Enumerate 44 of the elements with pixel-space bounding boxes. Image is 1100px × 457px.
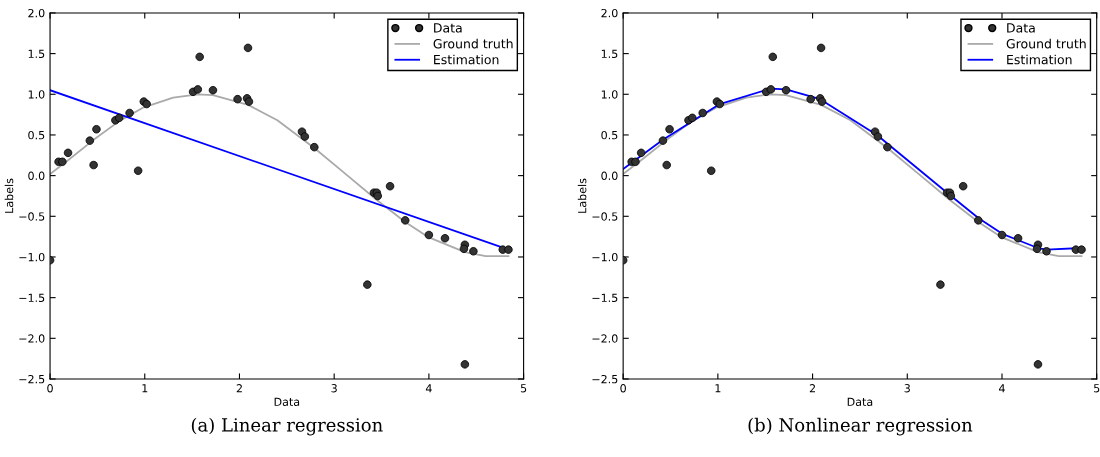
y-tick-label: −2.0 <box>592 334 618 343</box>
legend-label: Data <box>434 23 462 33</box>
y-tick-label: 1.5 <box>601 49 618 58</box>
y-tick-label: −2.5 <box>592 374 618 384</box>
y-tick-label: −1.5 <box>19 293 45 303</box>
y-tick-label: −1.0 <box>19 252 45 262</box>
x-tick-label: 3 <box>331 384 337 393</box>
legend-label: Estimation <box>434 54 499 65</box>
x-tick-label: 2 <box>236 384 242 393</box>
x-tick-label: 4 <box>425 384 432 393</box>
y-tick-label: 2.0 <box>601 8 618 18</box>
legend-label: Data <box>1007 23 1035 33</box>
y-axis-title: Labels <box>577 178 587 213</box>
x-tick-label: 5 <box>520 384 527 393</box>
y-tick-label: 2.0 <box>28 8 45 18</box>
y-axis-title: Labels <box>4 178 14 213</box>
y-tick-label: 0.0 <box>28 171 45 180</box>
legend-label: Estimation <box>1007 54 1072 65</box>
y-tick-label: −2.5 <box>19 374 45 384</box>
y-tick-label: −1.5 <box>592 293 618 303</box>
y-tick-label: 1.5 <box>28 49 45 58</box>
legend-label: Ground truth <box>1006 38 1086 49</box>
x-tick-label: 4 <box>999 384 1005 393</box>
x-tick-label: 2 <box>809 384 815 393</box>
text: (a) Linear regression <box>191 417 383 436</box>
x-tick-label: 0 <box>620 384 626 393</box>
y-tick-label: 1.0 <box>28 90 45 99</box>
x-tick-label: 0 <box>47 384 53 393</box>
y-tick-label: −0.5 <box>19 212 45 221</box>
y-tick-label: −1.0 <box>592 252 618 262</box>
x-tick-label: 1 <box>715 384 721 393</box>
x-axis-title: Data <box>274 397 300 406</box>
y-tick-label: −0.5 <box>592 212 618 221</box>
y-tick-label: 0.5 <box>601 130 618 140</box>
x-tick-label: 3 <box>904 384 910 393</box>
y-tick-label: 0.5 <box>28 130 45 140</box>
y-tick-label: 1.0 <box>601 90 618 99</box>
x-axis-title: Data <box>847 397 873 406</box>
y-tick-label: 0.0 <box>601 171 618 180</box>
y-tick-label: −2.0 <box>19 334 45 343</box>
x-tick-label: 1 <box>142 384 148 393</box>
text: (b) Nonlinear regression <box>748 417 973 436</box>
x-tick-label: 5 <box>1094 384 1100 393</box>
legend-label: Ground truth <box>433 38 513 49</box>
